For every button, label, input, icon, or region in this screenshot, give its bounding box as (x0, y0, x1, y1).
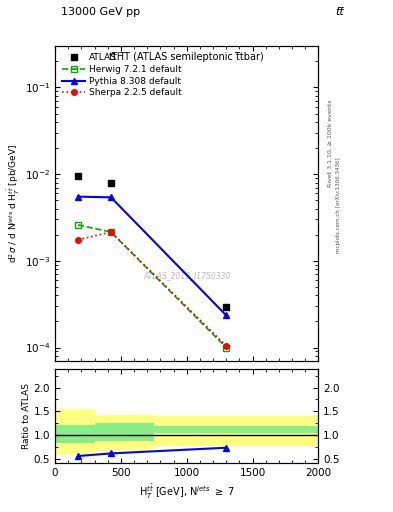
Legend: ATLAS, Herwig 7.2.1 default, Pythia 8.308 default, Sherpa 2.2.5 default: ATLAS, Herwig 7.2.1 default, Pythia 8.30… (59, 51, 185, 100)
Sherpa 2.2.5 default (224, 343, 229, 349)
X-axis label: H$_T^{t\bar{t}}$ [GeV], N$^{jets}$ $\geq$ 7: H$_T^{t\bar{t}}$ [GeV], N$^{jets}$ $\geq… (139, 482, 235, 501)
Text: tt̅H̅T (ATLAS semileptonic t̅tbar): tt̅H̅T (ATLAS semileptonic t̅tbar) (109, 52, 264, 62)
Sherpa 2.2.5 default (76, 237, 81, 243)
Text: tt̅: tt̅ (335, 7, 344, 17)
Line: Sherpa 2.2.5 default: Sherpa 2.2.5 default (75, 229, 229, 349)
Line: ATLAS: ATLAS (75, 173, 230, 311)
Y-axis label: Ratio to ATLAS: Ratio to ATLAS (22, 383, 31, 449)
Herwig 7.2.1 default (108, 229, 113, 235)
Pythia 8.308 default (76, 194, 81, 200)
Pythia 8.308 default (224, 312, 229, 318)
Text: mcplots.cern.ch [arXiv:1306.3436]: mcplots.cern.ch [arXiv:1306.3436] (336, 157, 341, 252)
ATLAS (224, 304, 229, 310)
ATLAS (108, 180, 113, 186)
Y-axis label: d$^2\sigma$ / d N$^{jets}$ d H$_T^{t\bar{t}}$ [pb/GeV]: d$^2\sigma$ / d N$^{jets}$ d H$_T^{t\bar… (6, 144, 22, 263)
Line: Herwig 7.2.1 default: Herwig 7.2.1 default (75, 221, 230, 351)
ATLAS (76, 173, 81, 179)
Pythia 8.308 default (108, 194, 113, 200)
Text: ATLAS_2019_I1750330: ATLAS_2019_I1750330 (143, 271, 230, 281)
Sherpa 2.2.5 default (108, 229, 113, 235)
Line: Pythia 8.308 default: Pythia 8.308 default (75, 193, 230, 319)
Text: 13000 GeV pp: 13000 GeV pp (61, 7, 140, 17)
Text: Rivet 3.1.10, ≥ 100k events: Rivet 3.1.10, ≥ 100k events (328, 99, 333, 187)
Herwig 7.2.1 default (76, 222, 81, 228)
Herwig 7.2.1 default (224, 345, 229, 351)
